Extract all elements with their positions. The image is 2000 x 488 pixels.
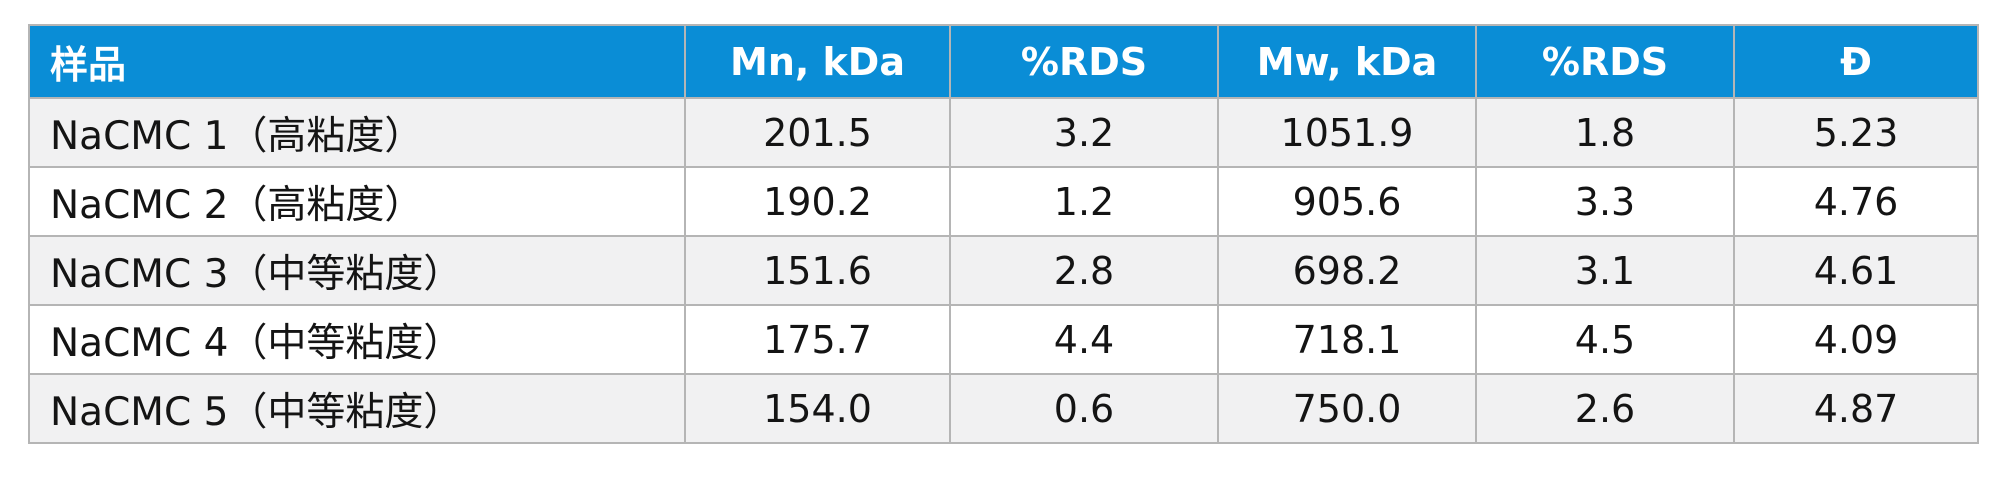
cell-sample: NaCMC 1（高粘度） <box>28 97 686 168</box>
cell-mw: 1051.9 <box>1217 97 1477 168</box>
cell-mw: 698.2 <box>1217 235 1477 306</box>
table-header-row: 样品 Mn, kDa %RDS Mw, kDa %RDS Đ <box>28 24 1979 99</box>
cell-dispersity: 4.87 <box>1733 373 1979 444</box>
cell-dispersity: 4.09 <box>1733 304 1979 375</box>
table-row: NaCMC 3（中等粘度） 151.6 2.8 698.2 3.1 4.61 <box>28 235 1979 306</box>
cell-sample: NaCMC 4（中等粘度） <box>28 304 686 375</box>
table-row: NaCMC 5（中等粘度） 154.0 0.6 750.0 2.6 4.87 <box>28 373 1979 444</box>
cell-dispersity: 4.76 <box>1733 166 1979 237</box>
cell-mn: 151.6 <box>684 235 951 306</box>
header-mw-rds: %RDS <box>1475 24 1735 99</box>
cell-mw-rds: 2.6 <box>1475 373 1735 444</box>
data-table-container: 样品 Mn, kDa %RDS Mw, kDa %RDS Đ NaCMC 1（高… <box>28 24 1979 444</box>
cell-mw-rds: 3.1 <box>1475 235 1735 306</box>
table-row: NaCMC 4（中等粘度） 175.7 4.4 718.1 4.5 4.09 <box>28 304 1979 375</box>
cell-mn-rds: 4.4 <box>949 304 1219 375</box>
cell-mn: 175.7 <box>684 304 951 375</box>
cell-mw: 718.1 <box>1217 304 1477 375</box>
cell-mn-rds: 0.6 <box>949 373 1219 444</box>
header-dispersity: Đ <box>1733 24 1979 99</box>
cell-mn: 154.0 <box>684 373 951 444</box>
cell-sample: NaCMC 5（中等粘度） <box>28 373 686 444</box>
cell-sample: NaCMC 3（中等粘度） <box>28 235 686 306</box>
cell-mw-rds: 1.8 <box>1475 97 1735 168</box>
cell-mn-rds: 2.8 <box>949 235 1219 306</box>
cell-mn: 190.2 <box>684 166 951 237</box>
cell-mw: 750.0 <box>1217 373 1477 444</box>
header-sample: 样品 <box>28 24 686 99</box>
header-mw: Mw, kDa <box>1217 24 1477 99</box>
cell-dispersity: 5.23 <box>1733 97 1979 168</box>
cell-sample: NaCMC 2（高粘度） <box>28 166 686 237</box>
cell-mw-rds: 4.5 <box>1475 304 1735 375</box>
molecular-weight-table: 样品 Mn, kDa %RDS Mw, kDa %RDS Đ NaCMC 1（高… <box>28 24 1979 444</box>
header-mn: Mn, kDa <box>684 24 951 99</box>
cell-mn-rds: 1.2 <box>949 166 1219 237</box>
table-row: NaCMC 2（高粘度） 190.2 1.2 905.6 3.3 4.76 <box>28 166 1979 237</box>
cell-mn-rds: 3.2 <box>949 97 1219 168</box>
header-mn-rds: %RDS <box>949 24 1219 99</box>
cell-mn: 201.5 <box>684 97 951 168</box>
table-row: NaCMC 1（高粘度） 201.5 3.2 1051.9 1.8 5.23 <box>28 97 1979 168</box>
cell-mw: 905.6 <box>1217 166 1477 237</box>
cell-mw-rds: 3.3 <box>1475 166 1735 237</box>
cell-dispersity: 4.61 <box>1733 235 1979 306</box>
